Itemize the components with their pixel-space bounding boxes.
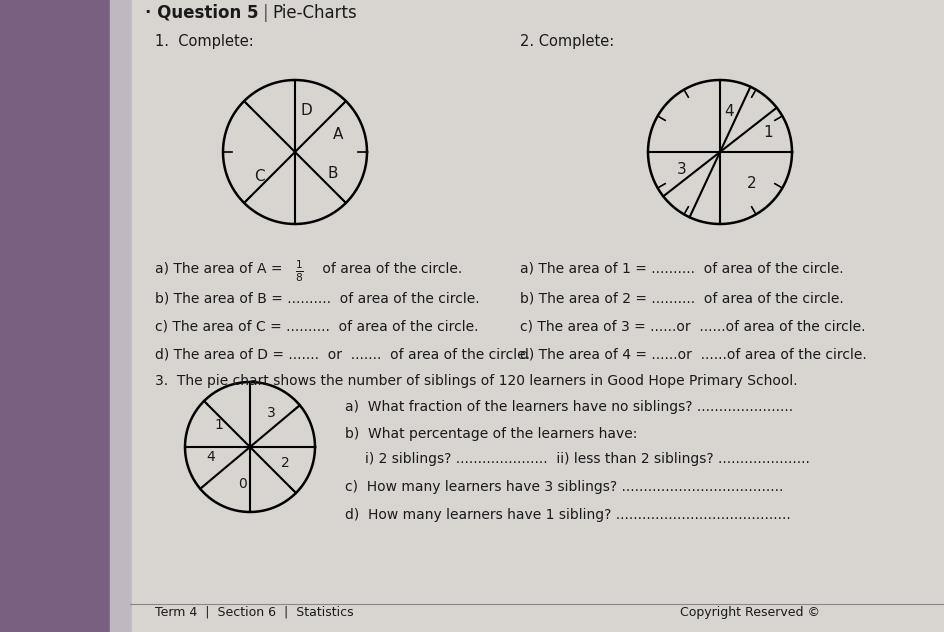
Text: a) The area of 1 = ..........  of area of the circle.: a) The area of 1 = .......... of area of… [519,262,843,276]
Text: 0: 0 [238,477,246,491]
Text: i) 2 siblings? .....................  ii) less than 2 siblings? ................: i) 2 siblings? ..................... ii)… [364,452,809,466]
Text: d) The area of 4 = ......or  ......of area of the circle.: d) The area of 4 = ......or ......of are… [519,348,866,362]
Text: 1.  Complete:: 1. Complete: [155,34,254,49]
Text: 3: 3 [267,406,276,420]
Text: 1: 1 [214,418,224,432]
Text: 2. Complete:: 2. Complete: [519,34,614,49]
Text: |: | [262,4,268,22]
Text: A: A [333,127,344,142]
Text: 4: 4 [207,451,215,465]
Text: b) The area of 2 = ..........  of area of the circle.: b) The area of 2 = .......... of area of… [519,292,843,306]
Text: 2: 2 [280,456,290,470]
Text: b)  What percentage of the learners have:: b) What percentage of the learners have: [345,427,636,441]
Text: c) The area of C = ..........  of area of the circle.: c) The area of C = .......... of area of… [155,320,478,334]
Text: b) The area of B = ..........  of area of the circle.: b) The area of B = .......... of area of… [155,292,480,306]
Text: 4: 4 [723,104,733,119]
Text: c) The area of 3 = ......or  ......of area of the circle.: c) The area of 3 = ......or ......of are… [519,320,865,334]
Bar [0,0,130,632]
Text: 2: 2 [746,176,755,191]
Text: C: C [254,169,264,185]
Text: B: B [327,166,337,181]
Text: a) The area of A =: a) The area of A = [155,262,287,276]
Text: a)  What fraction of the learners have no siblings? ......................: a) What fraction of the learners have no… [345,400,792,414]
Text: · Question 5: · Question 5 [144,4,259,22]
Text: $\frac{1}{8}$: $\frac{1}{8}$ [295,258,303,284]
Text: 3.  The pie chart shows the number of siblings of 120 learners in Good Hope Prim: 3. The pie chart shows the number of sib… [155,374,797,388]
Text: d) The area of D = .......  or  .......  of area of the circle.: d) The area of D = ....... or ....... of… [155,348,530,362]
Text: Term 4  |  Section 6  |  Statistics: Term 4 | Section 6 | Statistics [155,606,353,619]
Text: Copyright Reserved ©: Copyright Reserved © [680,606,819,619]
Text: of area of the circle.: of area of the circle. [318,262,462,276]
Bar [110,0,130,632]
Text: Pie-Charts: Pie-Charts [272,4,357,22]
Text: 1: 1 [763,125,772,140]
Text: c)  How many learners have 3 siblings? .....................................: c) How many learners have 3 siblings? ..… [345,480,783,494]
Text: 3: 3 [677,162,686,177]
Text: d)  How many learners have 1 sibling? ........................................: d) How many learners have 1 sibling? ...… [345,508,790,522]
Text: D: D [300,103,312,118]
